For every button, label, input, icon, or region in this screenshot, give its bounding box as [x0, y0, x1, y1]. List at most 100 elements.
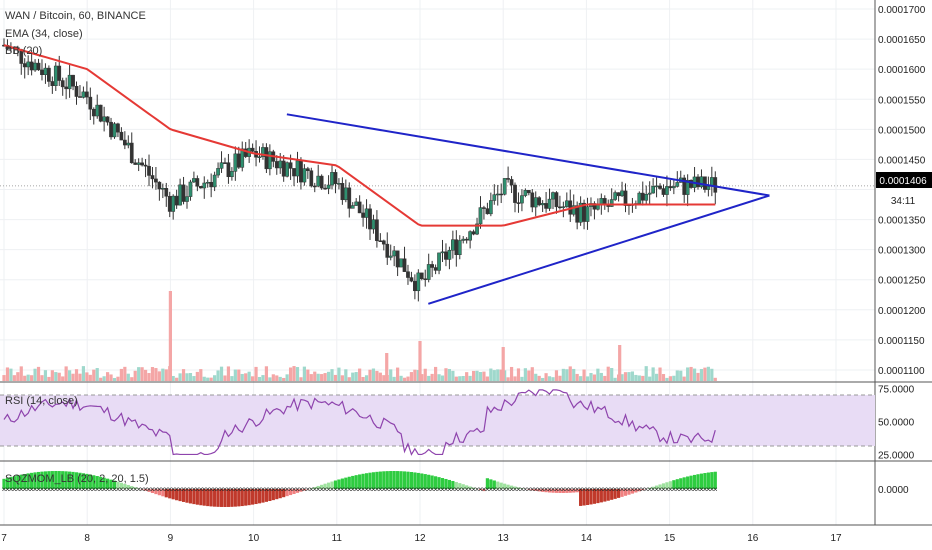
squeeze-dot: ×	[706, 485, 711, 494]
squeeze-dot: ×	[36, 485, 41, 494]
momentum-bar	[585, 489, 590, 506]
candle-body	[689, 179, 693, 188]
volume-bar	[530, 367, 534, 381]
momentum-bar	[71, 471, 75, 489]
squeeze-dot: ×	[461, 485, 466, 494]
squeeze-dot: ×	[454, 485, 459, 494]
squeeze-dot: ×	[399, 485, 404, 494]
volume-bar	[599, 372, 603, 381]
volume-bar	[396, 367, 400, 381]
volume-bar	[313, 371, 317, 381]
squeeze-dot: ×	[709, 485, 714, 494]
price-axis[interactable]: 0.0001700 0.0001650 0.0001600 0.0001550 0.00…	[878, 5, 926, 377]
squeeze-dot: ×	[368, 485, 373, 494]
momentum-bar	[423, 474, 427, 489]
candle-body	[98, 104, 103, 122]
momentum-bar	[326, 482, 331, 489]
candle-body	[575, 205, 580, 223]
volume-bar	[74, 369, 79, 381]
squeeze-dot: ×	[526, 485, 531, 494]
candle-body	[430, 264, 434, 268]
volume-bar	[568, 366, 572, 381]
candle-body	[685, 179, 690, 195]
squeeze-dot: ×	[419, 485, 424, 494]
squeeze-dot: ×	[433, 485, 438, 494]
momentum-bar	[665, 482, 669, 489]
squeeze-dot: ×	[85, 485, 90, 494]
squeeze-dot: ×	[295, 485, 300, 494]
momentum-bar	[92, 475, 96, 489]
momentum-bar	[150, 489, 155, 494]
squeeze-dot: ×	[634, 485, 639, 494]
momentum-bar	[5, 477, 10, 489]
candle-body	[537, 197, 542, 206]
squeeze-dot: ×	[672, 485, 677, 494]
squeeze-dot: ×	[537, 485, 542, 494]
momentum-bar	[565, 489, 569, 493]
volume-bar	[61, 376, 65, 381]
candle-body	[444, 251, 448, 260]
candle-body	[658, 185, 662, 189]
candle-body	[319, 175, 324, 189]
squeeze-dot: ×	[326, 485, 331, 494]
momentum-bar	[74, 472, 79, 489]
momentum-bar	[706, 472, 710, 489]
time-axis[interactable]: 7 8 9 10 11 12 13 14 15 16 17	[1, 533, 842, 544]
time-tick-label: 10	[248, 533, 260, 544]
squeeze-dot: ×	[236, 485, 241, 494]
squeeze-dot: ×	[502, 485, 507, 494]
squeeze-dot: ×	[271, 485, 276, 494]
rsi-legend[interactable]: RSI (14, close)	[5, 395, 78, 407]
candle-body	[116, 123, 120, 133]
candle-body	[413, 280, 417, 292]
volume-bar	[78, 373, 82, 381]
candle-body	[520, 195, 524, 204]
momentum-bar	[434, 476, 438, 489]
trendline	[428, 194, 770, 305]
candle-body	[364, 208, 369, 218]
candle-body	[592, 203, 597, 210]
candle-body	[703, 176, 707, 190]
volume-bar	[161, 368, 165, 381]
momentum-bar	[351, 475, 355, 489]
momentum-bar	[527, 489, 531, 490]
volume-bar	[506, 377, 510, 381]
ema-legend[interactable]: EMA (34, close)	[5, 28, 83, 40]
volume-bar	[437, 374, 441, 381]
squeeze-dot: ×	[568, 485, 573, 494]
volume-bar	[627, 372, 631, 381]
candle-body	[126, 142, 131, 146]
bb-legend[interactable]: BB (20)	[5, 45, 42, 57]
time-tick-label: 17	[830, 533, 842, 544]
volume-bar	[109, 374, 113, 381]
candle-body	[350, 205, 355, 209]
volume-bar	[561, 368, 565, 381]
candle-body	[185, 196, 189, 202]
momentum-bar	[603, 489, 607, 502]
squeeze-dot: ×	[67, 485, 72, 494]
volume-bar	[213, 375, 217, 381]
momentum-bar	[192, 489, 196, 505]
mom-legend[interactable]: SQZMOM_LB (20, 2, 20, 1.5)	[5, 473, 149, 485]
volume-bar	[257, 376, 262, 381]
rsi-tick-label: 25.0000	[878, 450, 915, 461]
candle-body	[261, 147, 265, 157]
volume-bar	[285, 374, 289, 381]
momentum-bar	[164, 489, 168, 498]
momentum-bar	[651, 486, 655, 489]
volume-bar	[251, 376, 255, 381]
candle-body	[257, 156, 262, 158]
squeeze-dot: ×	[192, 485, 197, 494]
volume-bar	[465, 372, 469, 381]
squeeze-dot: ×	[302, 485, 307, 494]
symbol-title[interactable]: WAN / Bitcoin, 60, BINANCE	[5, 10, 146, 22]
candle-body	[309, 170, 314, 187]
candle-body	[530, 192, 535, 208]
candle-body	[140, 162, 144, 166]
squeeze-dot: ×	[651, 485, 656, 494]
candle-body	[57, 65, 62, 81]
momentum-bar	[157, 489, 161, 496]
squeeze-dot: ×	[509, 485, 514, 494]
volume-bar	[575, 373, 579, 381]
